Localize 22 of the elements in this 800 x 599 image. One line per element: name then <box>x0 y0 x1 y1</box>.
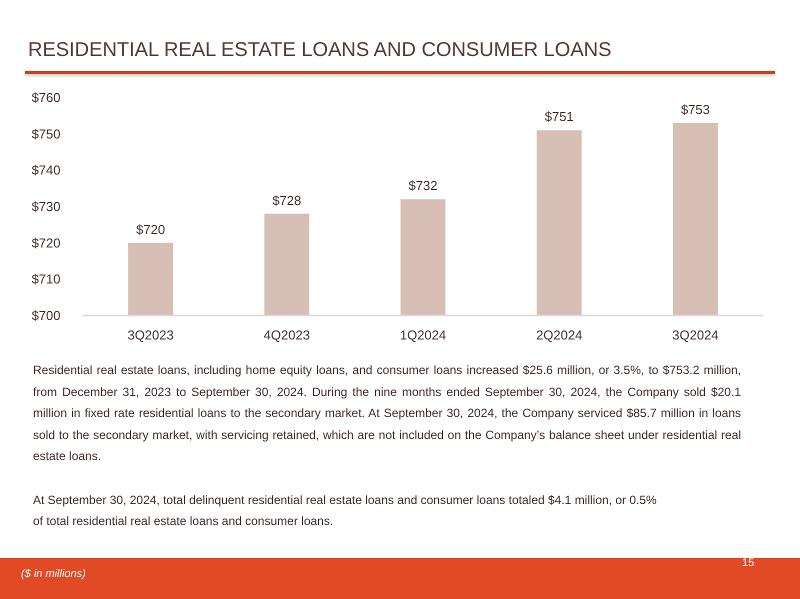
text: 15 <box>742 557 754 569</box>
x-tick-label: 4Q2023 <box>264 328 310 342</box>
text: ($ in millions) <box>21 568 86 581</box>
data-label: $732 <box>408 178 438 194</box>
y-tick-label: $700 <box>32 308 60 323</box>
y-tick-label: $710 <box>32 272 60 287</box>
text: At September 30, 2024, total delinquent residential real estate loans and consumer loans totaled $4.1 million, or 0.5% of total residential real estate loans and consumer loans. <box>33 492 658 530</box>
x-tick-label: 1Q2024 <box>400 328 446 342</box>
x-tick-label: 3Q2024 <box>672 328 719 342</box>
y-tick-label: $740 <box>32 162 60 178</box>
text: Residential real estate loans, including home equity loans, and consumer loans increased $25.6 million, or 3.5%, to $753.2 million, from December 31, 2023 to September 30, 2024. During the nine months ended September 30, 2024, the Company sold $20.1 million in fixed rate residential loans to the secondary market. At September 30, 2024, the Company serviced $85.7 million in loans sold to the secondary market, with servicing retained, which are not included on the Company’s balance sheet under residential real estate loans. <box>33 362 741 465</box>
chart-title: RESIDENTIAL REAL ESTATE LOANS AND CONSUMER LOANS <box>27 38 612 62</box>
data-label: $753 <box>680 102 710 117</box>
data-label: $720 <box>136 222 166 237</box>
y-tick-label: $750 <box>32 126 60 142</box>
data-label: $751 <box>544 109 574 124</box>
x-tick-label: 2Q2024 <box>536 328 582 342</box>
data-label: $728 <box>272 192 302 208</box>
x-tick-label: 3Q2023 <box>127 328 174 342</box>
y-tick-label: $730 <box>32 199 60 214</box>
y-tick-label: $720 <box>32 235 60 250</box>
y-tick-label: $760 <box>32 90 60 105</box>
